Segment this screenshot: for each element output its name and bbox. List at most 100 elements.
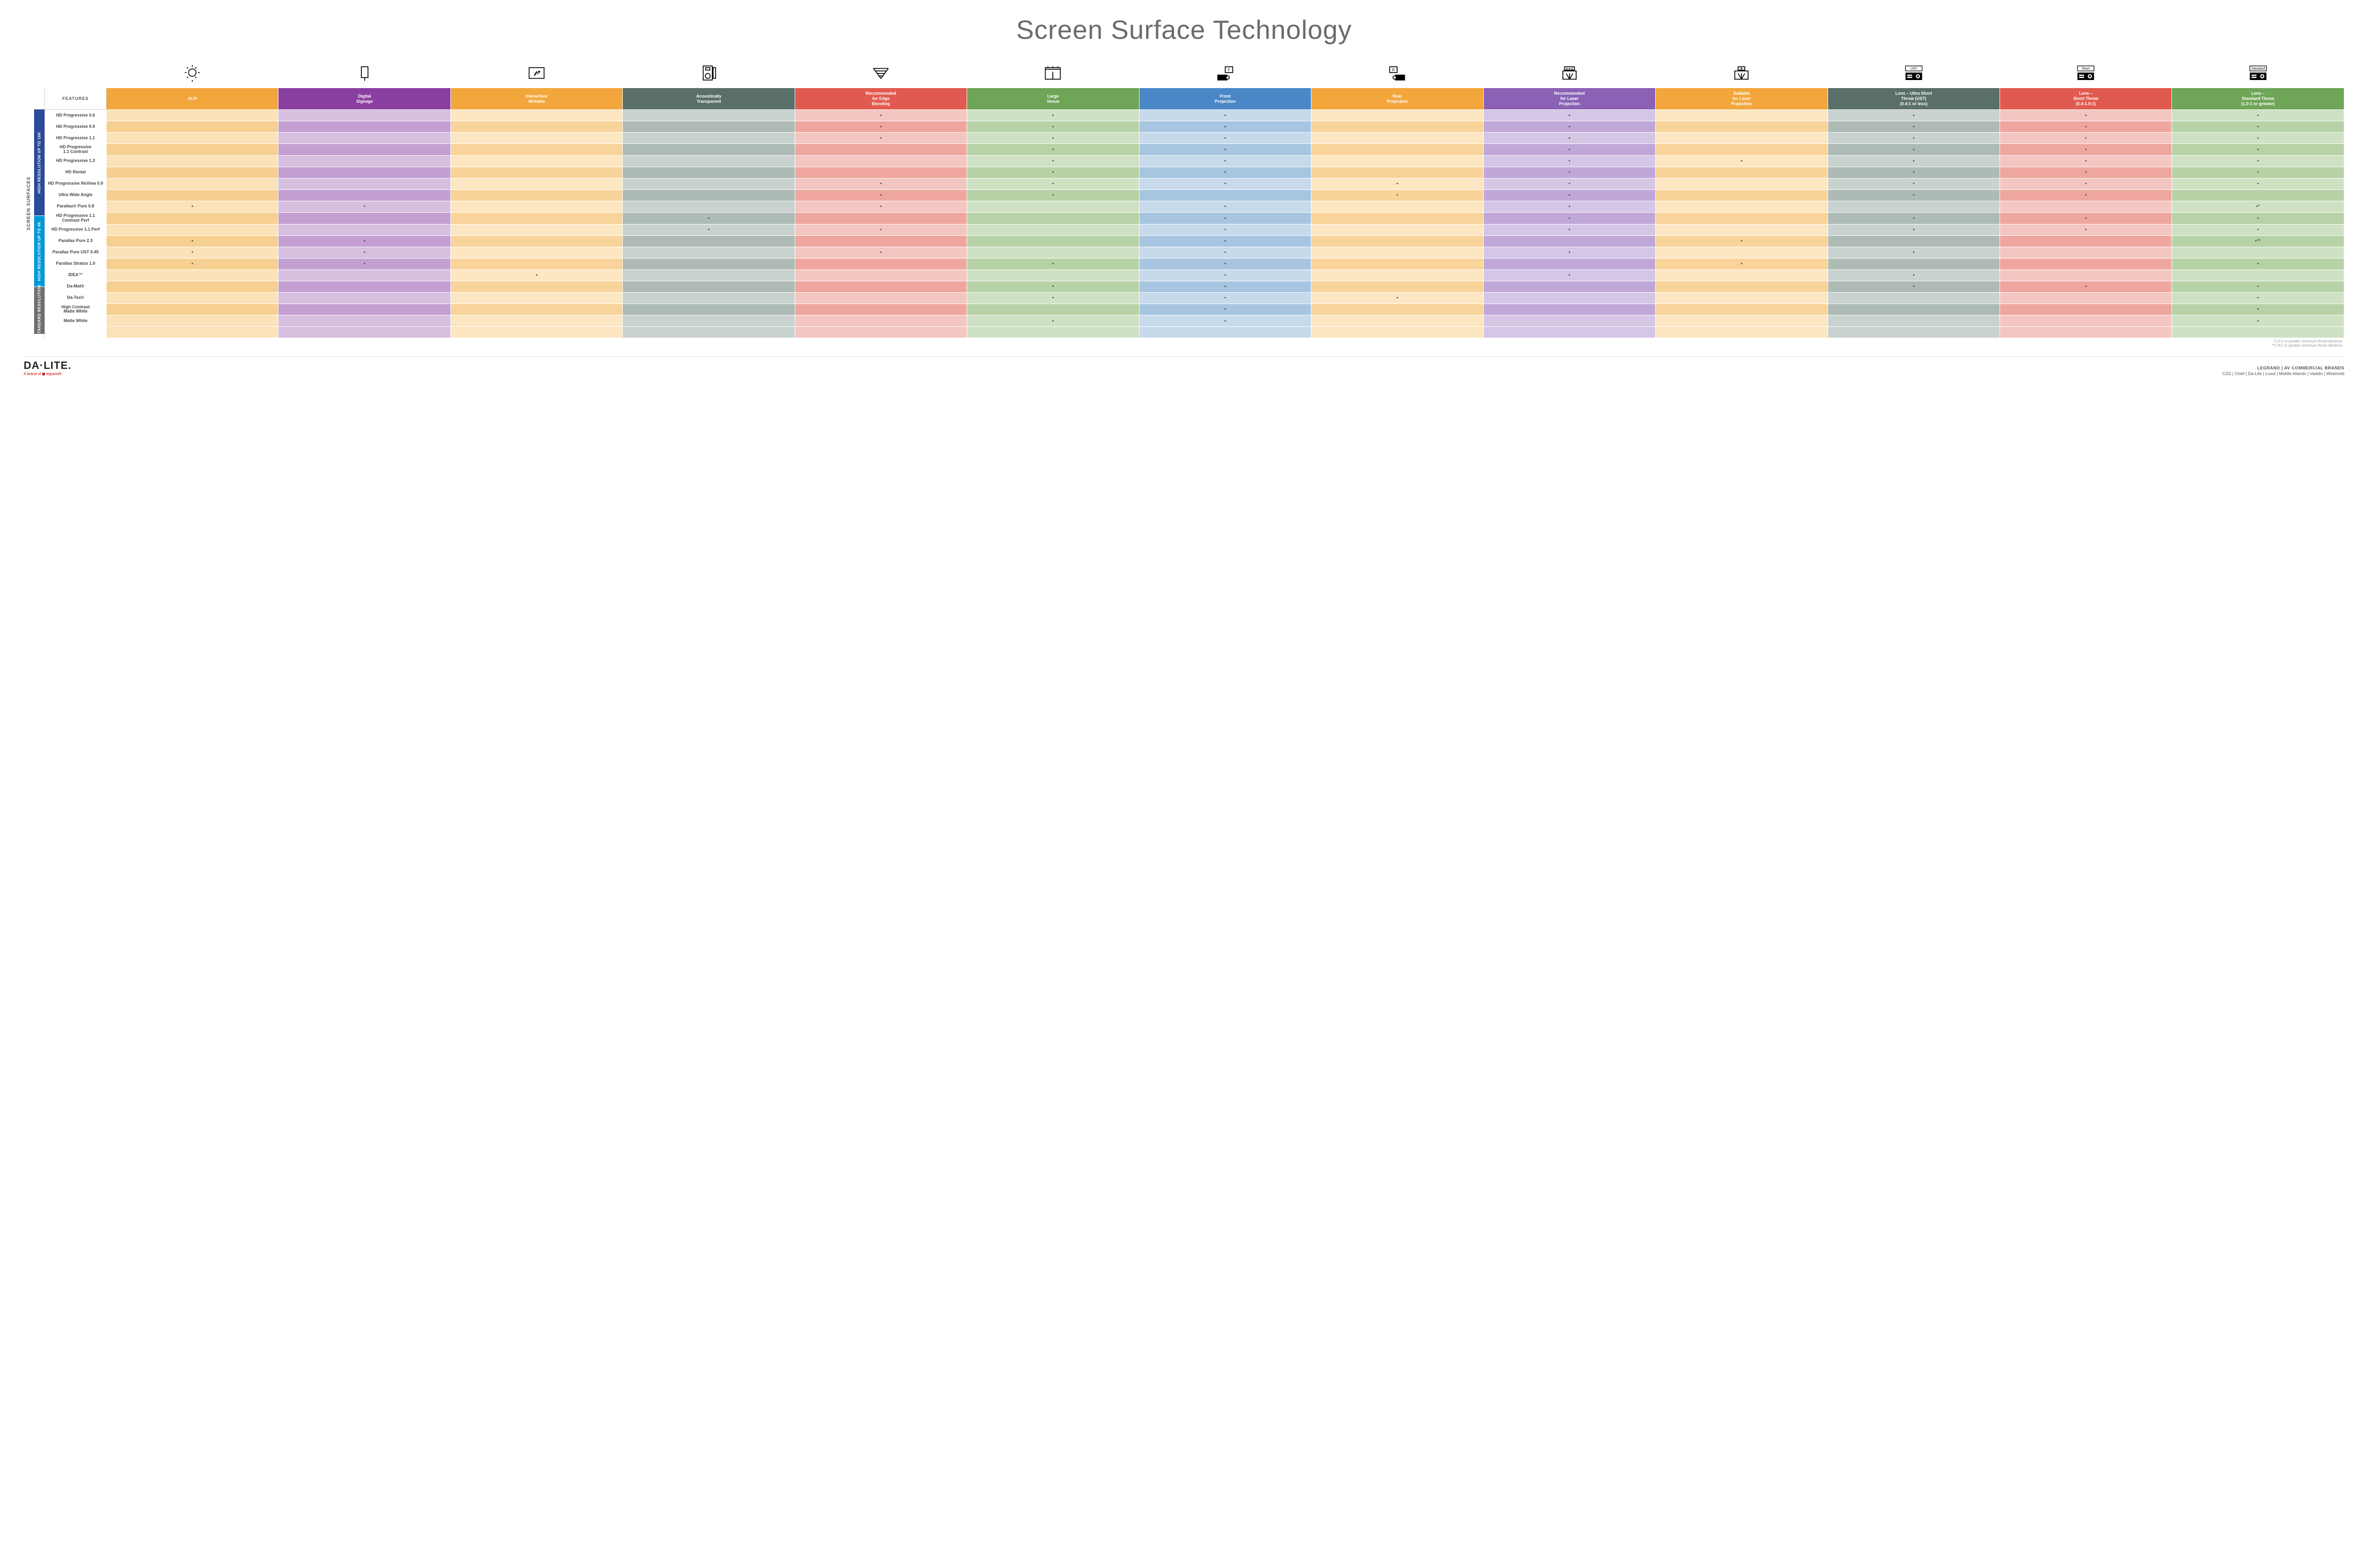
cell-std: • — [2172, 224, 2344, 235]
icon-signage — [278, 60, 450, 88]
cell-interactive — [450, 212, 622, 224]
cell-suitlaser — [1656, 269, 1828, 281]
cell-suitlaser — [1656, 178, 1828, 189]
cell-empty — [1483, 327, 1655, 338]
cell-edge: • — [795, 121, 967, 133]
cell-front: • — [1139, 167, 1311, 178]
cell-std: • — [2172, 167, 2344, 178]
side-group-labels: HIGH RESOLUTION UP TO 16KHIGH RESOLUTION… — [34, 109, 45, 348]
cell-signage — [278, 269, 450, 281]
cell-rear — [1311, 269, 1483, 281]
cell-empty — [278, 327, 450, 338]
cell-acoustic — [623, 167, 795, 178]
cell-front: • — [1139, 178, 1311, 189]
cell-rear — [1311, 133, 1483, 144]
cell-acoustic: • — [623, 212, 795, 224]
cell-front: • — [1139, 292, 1311, 304]
cell-ust: • — [1828, 281, 2000, 292]
cell-rear — [1311, 121, 1483, 133]
cell-edge: • — [795, 247, 967, 258]
cell-front — [1139, 189, 1311, 201]
cell-interactive — [450, 258, 622, 269]
cell-short — [2000, 235, 2171, 247]
cell-interactive — [450, 247, 622, 258]
cell-reclaser — [1483, 304, 1655, 315]
cell-suitlaser — [1656, 247, 1828, 258]
footer-right: LEGRAND | AV COMMERCIAL BRANDS C2G | Chi… — [2223, 366, 2344, 376]
cell-venue — [967, 212, 1139, 224]
cell-edge — [795, 212, 967, 224]
row-label: IDEA™ — [45, 269, 107, 281]
cell-alr — [107, 167, 278, 178]
cell-ust: • — [1828, 167, 2000, 178]
icon-reclaser: ★★★ — [1483, 60, 1655, 88]
cell-acoustic: • — [623, 224, 795, 235]
cell-reclaser — [1483, 315, 1655, 327]
cell-short — [2000, 304, 2171, 315]
cell-suitlaser — [1656, 224, 1828, 235]
cell-signage — [278, 292, 450, 304]
cell-edge: • — [795, 224, 967, 235]
cell-interactive — [450, 292, 622, 304]
cell-acoustic — [623, 121, 795, 133]
cell-alr: • — [107, 247, 278, 258]
cell-reclaser: • — [1483, 247, 1655, 258]
cell-interactive — [450, 235, 622, 247]
cell-empty — [1656, 327, 1828, 338]
cell-interactive — [450, 201, 622, 212]
row-label: Da-Tex® — [45, 292, 107, 304]
icon-std: Standard — [2172, 60, 2344, 88]
cell-acoustic — [623, 315, 795, 327]
cell-ust: • — [1828, 269, 2000, 281]
cell-edge: • — [795, 110, 967, 121]
cell-reclaser: • — [1483, 121, 1655, 133]
cell-std — [2172, 269, 2344, 281]
cell-signage — [278, 178, 450, 189]
header-rear: RearProjection — [1311, 88, 1483, 110]
cell-acoustic — [623, 189, 795, 201]
cell-interactive — [450, 144, 622, 156]
header-front: FrontProjection — [1139, 88, 1311, 110]
cell-front: • — [1139, 110, 1311, 121]
cell-ust: • — [1828, 155, 2000, 167]
cell-signage: • — [278, 258, 450, 269]
cell-edge — [795, 155, 967, 167]
cell-suitlaser: • — [1656, 235, 1828, 247]
cell-short: • — [2000, 133, 2171, 144]
cell-edge: • — [795, 133, 967, 144]
header-ust: Lens – Ultra ShortThrow (UST)(0.4:1 or l… — [1828, 88, 2000, 110]
cell-alr — [107, 133, 278, 144]
cell-suitlaser — [1656, 133, 1828, 144]
cell-venue: • — [967, 167, 1139, 178]
cell-interactive — [450, 121, 622, 133]
cell-std: • — [2172, 110, 2344, 121]
row-label: Matte White — [45, 315, 107, 327]
cell-rear — [1311, 155, 1483, 167]
header-short: Lens –Short Throw(0.4-1.0:1) — [2000, 88, 2171, 110]
cell-ust: • — [1828, 178, 2000, 189]
cell-front: • — [1139, 224, 1311, 235]
row-label: Parallax® Pure 0.8 — [45, 201, 107, 212]
cell-edge: • — [795, 178, 967, 189]
cell-short: • — [2000, 155, 2171, 167]
cell-std: • — [2172, 315, 2344, 327]
cell-suitlaser — [1656, 292, 1828, 304]
cell-rear — [1311, 304, 1483, 315]
cell-front: • — [1139, 201, 1311, 212]
cell-alr — [107, 178, 278, 189]
cell-suitlaser — [1656, 315, 1828, 327]
row-label: HD Progressive 0.9 — [45, 121, 107, 133]
group-standard-resolution: STANDARD RESOLUTION — [34, 287, 45, 334]
cell-short — [2000, 247, 2171, 258]
cell-venue — [967, 269, 1139, 281]
cell-short: • — [2000, 167, 2171, 178]
cell-edge — [795, 167, 967, 178]
cell-reclaser: • — [1483, 167, 1655, 178]
cell-short: • — [2000, 144, 2171, 156]
cell-std: • — [2172, 212, 2344, 224]
cell-empty — [1139, 327, 1311, 338]
cell-suitlaser — [1656, 167, 1828, 178]
cell-edge — [795, 315, 967, 327]
cell-empty — [107, 327, 278, 338]
cell-signage — [278, 155, 450, 167]
